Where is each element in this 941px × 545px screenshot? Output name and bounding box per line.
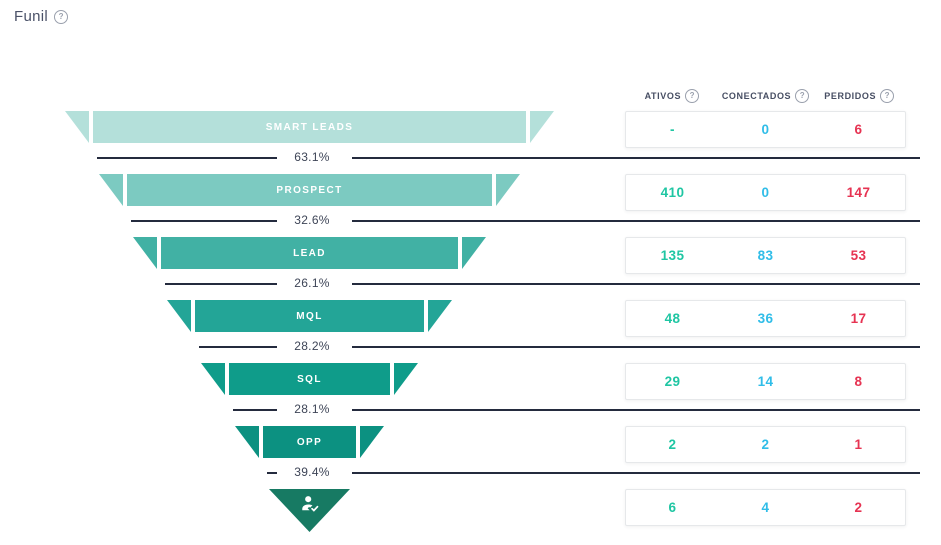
help-icon[interactable]: ? (685, 89, 700, 103)
conversion-line-right (352, 409, 920, 411)
conectados-value: 36 (757, 311, 774, 326)
table-row: 6 4 2 (625, 489, 906, 526)
funnel-stage-left-slope (201, 363, 225, 395)
perdidos-value: 53 (850, 248, 867, 263)
funnel-stage-row: PROSPECT 32.6% 410 0 147 (0, 174, 941, 237)
funnel-stage-bar: LEAD (161, 237, 458, 269)
funnel-stage-row: SQL 28.1% 29 14 8 (0, 363, 941, 426)
funnel-stage-row: LEAD 26.1% 135 83 53 (0, 237, 941, 300)
table-row: 48 36 17 (625, 300, 906, 337)
conversion-line-right (352, 472, 920, 474)
funnel-stage-right-slope (428, 300, 452, 332)
conversion-rate-label: 39.4% (294, 465, 330, 479)
column-header-label: PERDIDOS (824, 91, 877, 101)
column-header-label: ATIVOS (644, 91, 682, 101)
table-row: 135 83 53 (625, 237, 906, 274)
funnel-stage-left-slope (133, 237, 157, 269)
perdidos-value: 147 (846, 185, 871, 200)
column-header-conectados: CONECTADOS ? (719, 89, 813, 103)
funnel-stage-bar (269, 489, 350, 532)
page-title: Funil (14, 8, 49, 25)
conversion-line-right (352, 283, 920, 285)
person-check-icon (299, 495, 321, 516)
help-icon[interactable]: ? (54, 9, 69, 24)
funnel-stage-right-slope (394, 363, 418, 395)
conectados-value: 0 (761, 122, 770, 137)
funnel-stage-left-slope (65, 111, 89, 143)
funnel-stage-label: SQL (297, 373, 322, 385)
column-header-perdidos: PERDIDOS ? (812, 89, 906, 103)
conversion-rate-label: 32.6% (294, 213, 330, 227)
funnel-stage-left-slope (99, 174, 123, 206)
ativos-value: 410 (660, 185, 685, 200)
funnel-stage-right-slope (462, 237, 486, 269)
conversion-rate-label: 63.1% (294, 150, 330, 164)
conversion-line-left (199, 346, 277, 348)
ativos-value: 135 (660, 248, 685, 263)
funnel-stage-bar: PROSPECT (127, 174, 492, 206)
funnel-stage-right-slope (530, 111, 554, 143)
column-header-ativos: ATIVOS ? (625, 89, 719, 103)
conectados-value: 14 (757, 374, 774, 389)
ativos-value: 48 (664, 311, 681, 326)
funnel-stage-right-slope (496, 174, 520, 206)
conversion-line-right (352, 346, 920, 348)
perdidos-value: 8 (854, 374, 863, 389)
conversion-line-left (267, 472, 277, 474)
funnel-stage-label: LEAD (293, 247, 326, 259)
table-row: 2 2 1 (625, 426, 906, 463)
funnel-stage-bar: SQL (229, 363, 390, 395)
ativos-value: 6 (668, 500, 677, 515)
funnel-stage-left-slope (235, 426, 259, 458)
conectados-value: 0 (761, 185, 770, 200)
table-row: 29 14 8 (625, 363, 906, 400)
conversion-line-right (352, 220, 920, 222)
perdidos-value: 17 (850, 311, 867, 326)
conversion-rate-label: 26.1% (294, 276, 330, 290)
help-icon[interactable]: ? (880, 89, 895, 103)
funnel-stage-label: SMART LEADS (265, 121, 354, 133)
funnel-stage-bar: MQL (195, 300, 424, 332)
funnel-stage-row: 6 4 2 (0, 489, 941, 545)
perdidos-value: 6 (854, 122, 863, 137)
conectados-value: 2 (761, 437, 770, 452)
conversion-line-left (131, 220, 277, 222)
ativos-value: - (670, 122, 675, 137)
funnel-stage-label: OPP (296, 436, 323, 448)
table-row: - 0 6 (625, 111, 906, 148)
funnel-stage-row: SMART LEADS 63.1% - 0 6 (0, 111, 941, 174)
conversion-line-left (97, 157, 277, 159)
conversion-line-left (233, 409, 277, 411)
table-row: 410 0 147 (625, 174, 906, 211)
funnel-stage-label: PROSPECT (276, 184, 343, 196)
table-column-headers: ATIVOS ? CONECTADOS ? PERDIDOS ? (625, 89, 906, 103)
conectados-value: 4 (761, 500, 770, 515)
conversion-rate-label: 28.2% (294, 339, 330, 353)
conversion-line-left (165, 283, 277, 285)
widget-header: Funil ? (14, 8, 69, 25)
funnel-stage-label: MQL (296, 310, 323, 322)
ativos-value: 29 (664, 374, 681, 389)
perdidos-value: 2 (854, 500, 863, 515)
conversion-rate-label: 28.1% (294, 402, 330, 416)
funnel-stage-left-slope (167, 300, 191, 332)
funnel-stage-bar: OPP (263, 426, 356, 458)
funnel-stage-bar: SMART LEADS (93, 111, 526, 143)
funnel-stage-right-slope (360, 426, 384, 458)
funnel-stage-row: MQL 28.2% 48 36 17 (0, 300, 941, 363)
funnel-stage-row: OPP 39.4% 2 2 1 (0, 426, 941, 489)
help-icon[interactable]: ? (795, 89, 810, 103)
ativos-value: 2 (668, 437, 677, 452)
conversion-line-right (352, 157, 920, 159)
perdidos-value: 1 (854, 437, 863, 452)
conectados-value: 83 (757, 248, 774, 263)
column-header-label: CONECTADOS (721, 91, 792, 101)
